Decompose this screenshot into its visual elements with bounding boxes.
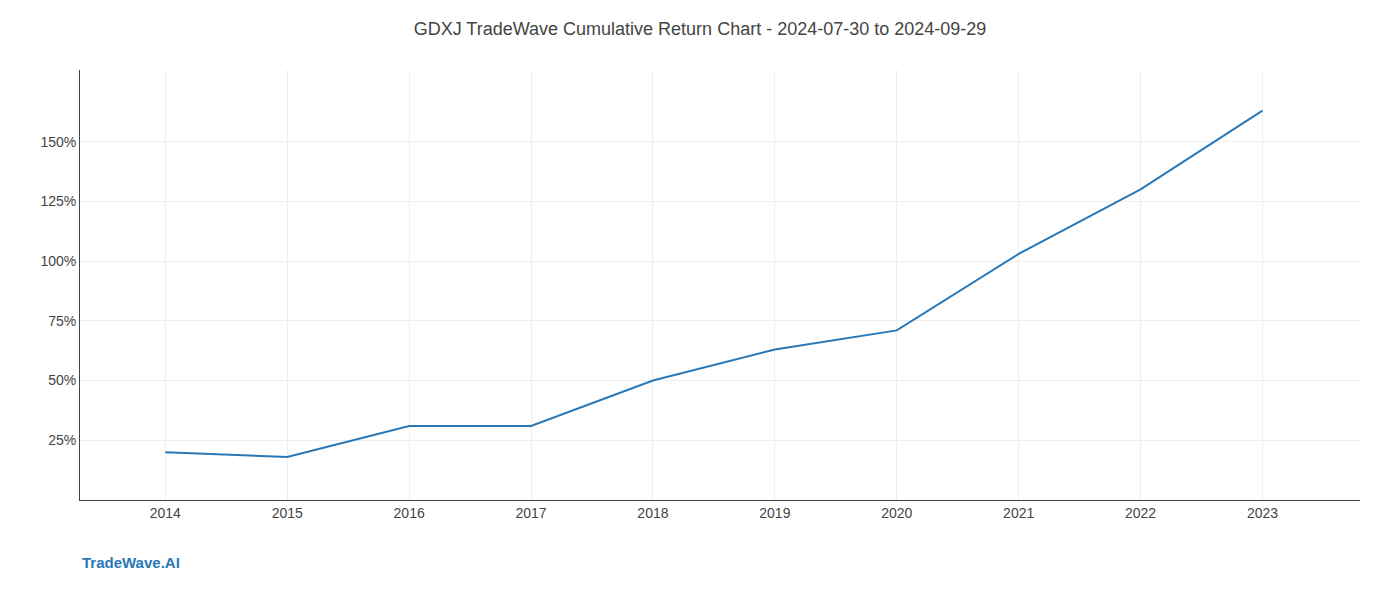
svg-text:2019: 2019	[759, 505, 790, 521]
svg-text:2018: 2018	[637, 505, 668, 521]
svg-text:2021: 2021	[1003, 505, 1034, 521]
svg-text:2015: 2015	[272, 505, 303, 521]
svg-text:2016: 2016	[394, 505, 425, 521]
svg-text:75%: 75%	[48, 313, 76, 329]
svg-text:25%: 25%	[48, 432, 76, 448]
svg-text:100%: 100%	[40, 253, 76, 269]
svg-text:GDXJ TradeWave Cumulative Retu: GDXJ TradeWave Cumulative Return Chart -…	[414, 19, 987, 39]
svg-text:2020: 2020	[881, 505, 912, 521]
svg-text:2023: 2023	[1247, 505, 1278, 521]
svg-text:50%: 50%	[48, 372, 76, 388]
svg-text:2022: 2022	[1125, 505, 1156, 521]
svg-text:2017: 2017	[515, 505, 546, 521]
svg-text:TradeWave.AI: TradeWave.AI	[82, 554, 180, 571]
svg-text:150%: 150%	[40, 134, 76, 150]
svg-text:125%: 125%	[40, 193, 76, 209]
svg-text:2014: 2014	[150, 505, 181, 521]
